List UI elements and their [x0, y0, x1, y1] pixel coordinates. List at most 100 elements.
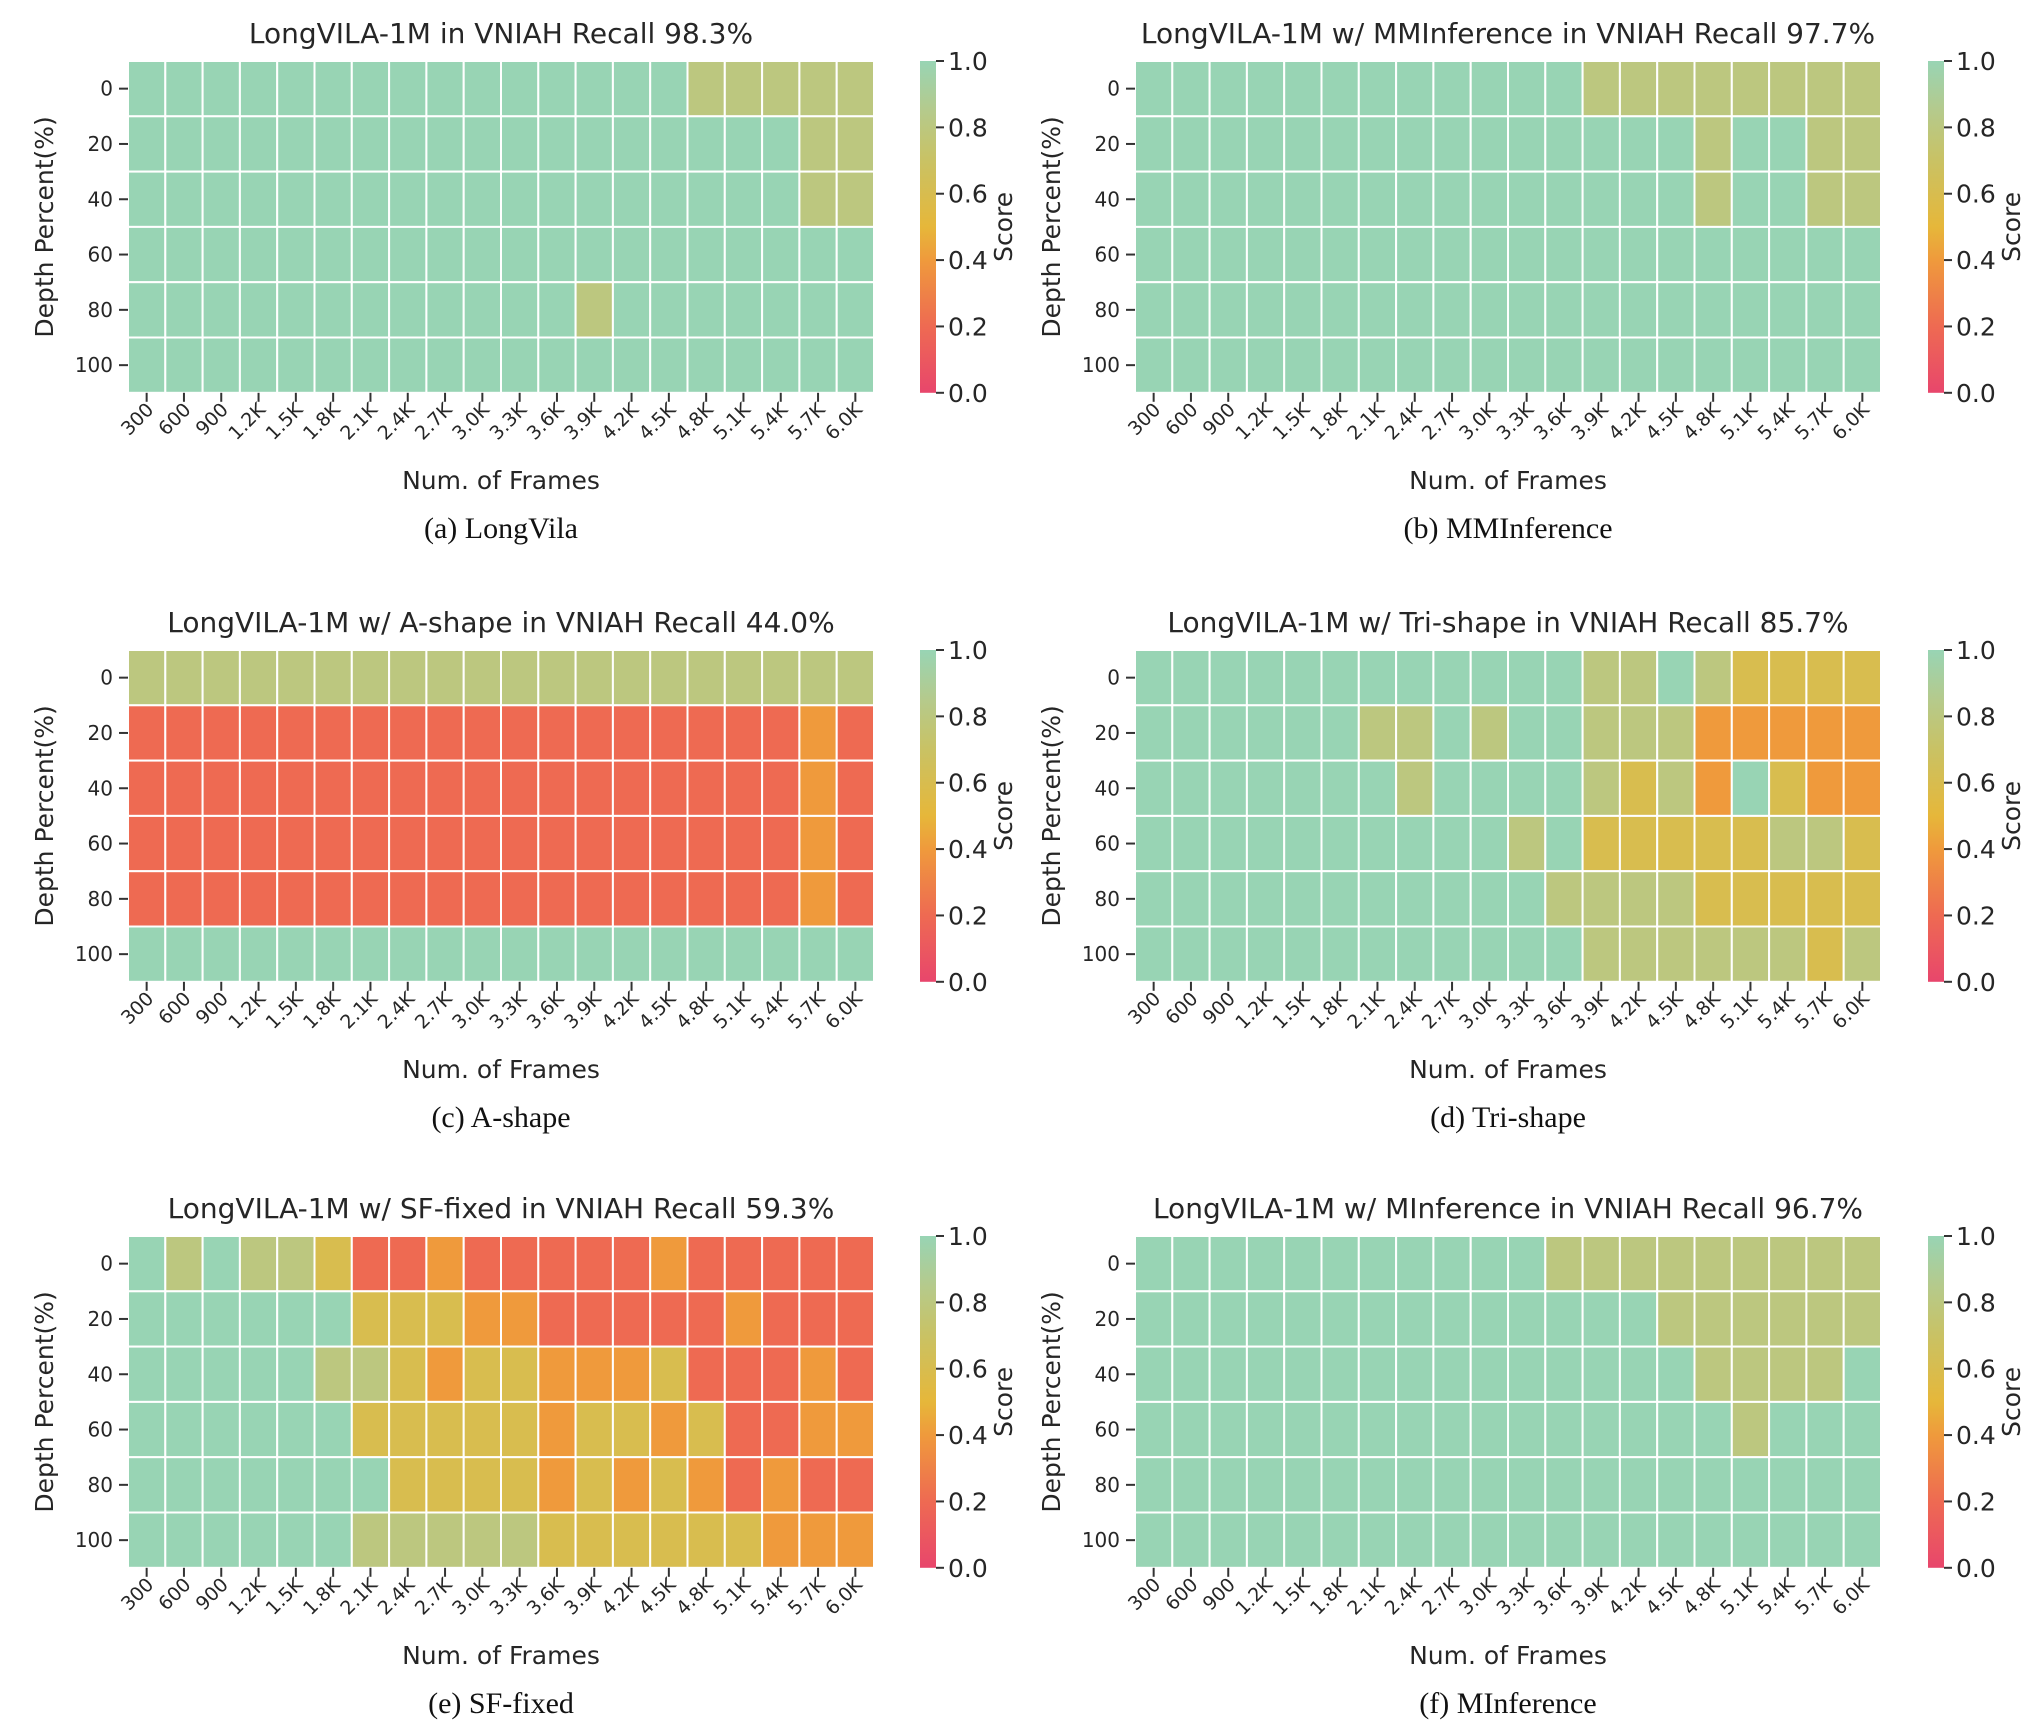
heatmap-cell — [835, 170, 876, 228]
heatmap-cell — [835, 814, 876, 873]
heatmap-cell — [723, 170, 764, 228]
heatmap-cell — [574, 759, 614, 817]
heatmap-cell — [798, 870, 838, 928]
x-tick-label: 5.4K — [747, 398, 793, 444]
heatmap-cell — [649, 225, 689, 284]
heatmap-cell — [1245, 814, 1286, 873]
colorbar-tick-label: 0.2 — [948, 901, 988, 930]
heatmap-cell — [1842, 1511, 1882, 1569]
y-tick-label: 60 — [88, 832, 113, 856]
x-tick-label: 6.0K — [1828, 1573, 1874, 1619]
heatmap-cell — [1357, 170, 1398, 228]
heatmap-cell — [500, 870, 540, 928]
heatmap-cell — [1544, 1235, 1584, 1293]
heatmap-cell — [686, 649, 726, 707]
heatmap-cell — [1805, 1456, 1845, 1514]
heatmap-cell — [1469, 1400, 1509, 1459]
x-tick-label: 3.6K — [523, 398, 569, 444]
heatmap-cell — [1544, 1290, 1584, 1348]
x-tick-label: 900 — [1199, 988, 1240, 1029]
y-tick-label: 40 — [88, 187, 113, 211]
heatmap-cell — [723, 1456, 764, 1514]
heatmap-cell — [723, 1235, 764, 1293]
heatmap-cell — [1507, 225, 1547, 284]
heatmap-cell — [1245, 704, 1286, 762]
heatmap-cell — [238, 925, 279, 983]
heatmap-cell — [1134, 225, 1174, 284]
heatmap-cell — [1768, 1400, 1808, 1459]
heatmap-cell — [1730, 759, 1771, 817]
heatmap-cell — [201, 925, 241, 983]
heatmap-cell — [686, 925, 726, 983]
heatmap-cell — [1134, 1290, 1174, 1348]
x-tick-label: 1.8K — [299, 1573, 345, 1619]
heatmap-cell — [835, 925, 876, 983]
heatmap-cell — [1730, 225, 1771, 284]
heatmap-cell — [1805, 281, 1845, 339]
colorbar-tick-label: 0.2 — [1956, 312, 1996, 341]
x-tick-label: 5.1K — [1716, 398, 1762, 444]
heatmap-cell — [1245, 336, 1286, 394]
heatmap-cell — [127, 704, 167, 762]
x-tick-label: 2.1K — [1343, 398, 1389, 444]
heatmap-panel: LongVILA-1M w/ A-shape in VNIAH Recall 4… — [30, 606, 1018, 1134]
heatmap-cell — [1432, 170, 1472, 228]
heatmap-cell — [1395, 336, 1435, 394]
heatmap-cell — [1357, 1345, 1398, 1403]
heatmap-cell — [1171, 704, 1211, 762]
heatmap-cell — [798, 649, 838, 707]
heatmap-cell — [1395, 1345, 1435, 1403]
heatmap-cell — [1618, 336, 1659, 394]
heatmap-cell — [686, 281, 726, 339]
heatmap-cell — [388, 225, 428, 284]
heatmap-cell — [388, 336, 428, 394]
heatmap-cell — [462, 1235, 503, 1293]
heatmap-cell — [1842, 759, 1882, 817]
heatmap-cell — [1544, 281, 1584, 339]
x-tick-label: 3.6K — [1530, 1573, 1576, 1619]
heatmap-cell — [238, 1235, 279, 1293]
heatmap-cell — [313, 759, 353, 817]
x-tick-label: 1.8K — [1306, 1573, 1352, 1619]
heatmap-cell — [1544, 115, 1584, 173]
heatmap-cell — [238, 60, 279, 118]
heatmap-cell — [1656, 1456, 1696, 1514]
x-tick-label: 2.7K — [1418, 1573, 1464, 1619]
heatmap-cell — [462, 1290, 503, 1348]
heatmap-cell — [238, 225, 279, 284]
x-tick-label: 2.7K — [1418, 398, 1464, 444]
heatmap-cell — [1693, 1235, 1733, 1293]
heatmap-cell — [611, 115, 652, 173]
heatmap-cell — [723, 225, 764, 284]
x-tick-label: 3.9K — [1567, 1573, 1613, 1619]
heatmap-cell — [1283, 170, 1323, 228]
heatmap-cell — [1320, 336, 1360, 394]
heatmap-cell — [462, 115, 503, 173]
heatmap-cell — [1320, 225, 1360, 284]
y-tick-label: 100 — [1082, 353, 1120, 377]
heatmap-cell — [313, 60, 353, 118]
heatmap-cell — [500, 1290, 540, 1348]
heatmap-cell — [1469, 759, 1509, 817]
x-tick-label: 4.2K — [597, 398, 643, 444]
heatmap-cell — [1320, 1456, 1360, 1514]
x-tick-label: 3.0K — [448, 398, 494, 444]
y-tick-label: 0 — [100, 1252, 113, 1276]
x-axis-label: Num. of Frames — [402, 1055, 600, 1084]
heatmap-cell — [1357, 759, 1398, 817]
heatmap-cell — [798, 1290, 838, 1348]
heatmap-cell — [1842, 649, 1882, 707]
heatmap-cell — [388, 115, 428, 173]
heatmap-cell — [127, 814, 167, 873]
heatmap-cell — [761, 1456, 801, 1514]
y-tick-label: 80 — [88, 1473, 113, 1497]
heatmap-cell — [1805, 870, 1845, 928]
heatmap-cell — [1395, 925, 1435, 983]
heatmap-cell — [1134, 814, 1174, 873]
heatmap-cell — [500, 225, 540, 284]
heatmap-cell — [1693, 1511, 1733, 1569]
x-tick-label: 2.1K — [336, 398, 382, 444]
heatmap-cell — [164, 225, 204, 284]
heatmap-cell — [1656, 1511, 1696, 1569]
heatmap-cell — [761, 704, 801, 762]
